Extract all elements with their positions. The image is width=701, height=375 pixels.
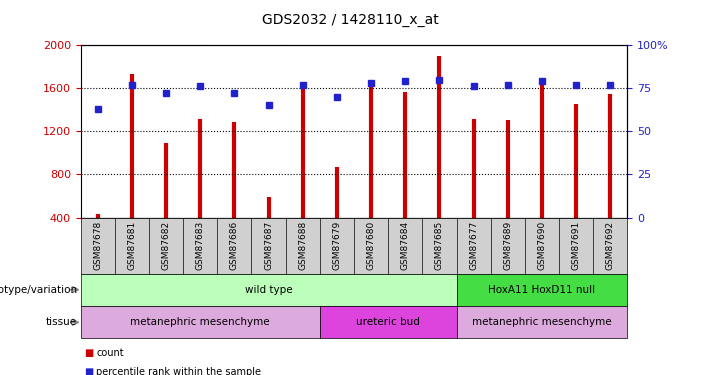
Text: GSM87683: GSM87683 [196, 221, 205, 270]
Text: GSM87679: GSM87679 [332, 221, 341, 270]
Text: GSM87678: GSM87678 [93, 221, 102, 270]
Text: GSM87692: GSM87692 [606, 221, 615, 270]
Text: GSM87685: GSM87685 [435, 221, 444, 270]
Text: GSM87691: GSM87691 [571, 221, 580, 270]
Text: GSM87687: GSM87687 [264, 221, 273, 270]
Text: genotype/variation: genotype/variation [0, 285, 77, 295]
Text: ureteric bud: ureteric bud [356, 317, 420, 327]
Text: metanephric mesenchyme: metanephric mesenchyme [472, 317, 612, 327]
Text: percentile rank within the sample: percentile rank within the sample [96, 367, 261, 375]
Text: GSM87677: GSM87677 [469, 221, 478, 270]
Text: ■: ■ [84, 348, 93, 358]
Text: GDS2032 / 1428110_x_at: GDS2032 / 1428110_x_at [262, 13, 439, 27]
Text: ■: ■ [84, 367, 93, 375]
Text: GSM87681: GSM87681 [128, 221, 137, 270]
Text: GSM87680: GSM87680 [367, 221, 376, 270]
Text: HoxA11 HoxD11 null: HoxA11 HoxD11 null [489, 285, 596, 295]
Text: tissue: tissue [46, 317, 77, 327]
Text: GSM87689: GSM87689 [503, 221, 512, 270]
Text: GSM87688: GSM87688 [298, 221, 307, 270]
Text: GSM87684: GSM87684 [401, 221, 410, 270]
Text: GSM87682: GSM87682 [161, 221, 170, 270]
Text: wild type: wild type [245, 285, 292, 295]
Text: count: count [96, 348, 123, 358]
Text: GSM87686: GSM87686 [230, 221, 239, 270]
Text: metanephric mesenchyme: metanephric mesenchyme [130, 317, 270, 327]
Text: GSM87690: GSM87690 [538, 221, 547, 270]
